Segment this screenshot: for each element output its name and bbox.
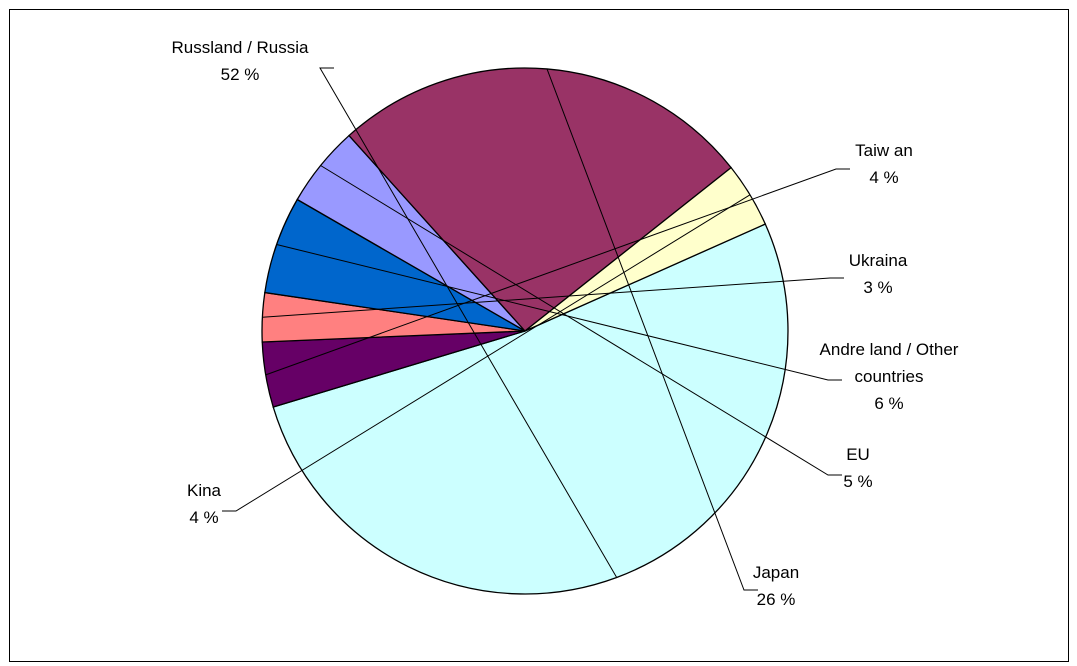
leader-line: [320, 165, 842, 476]
leader-line: [265, 168, 850, 376]
slices-layer: [261, 67, 789, 595]
leader-lines-layer: [222, 67, 850, 591]
slice-category-label: Andre land / Other: [820, 340, 959, 359]
slice-category-label: Ukraina: [849, 251, 908, 270]
slice-category-label: countries: [855, 367, 924, 386]
leader-line: [276, 244, 842, 381]
slice-category-label: Japan: [753, 563, 799, 582]
slice-value-label: 4 %: [869, 168, 898, 187]
slice-value-label: 6 %: [874, 394, 903, 413]
slice-value-label: 3 %: [863, 278, 892, 297]
leader-line: [319, 67, 618, 578]
slice-value-label: 52 %: [221, 65, 260, 84]
leader-line: [546, 68, 758, 591]
slice-value-label: 5 %: [843, 472, 872, 491]
slice-value-label: 4 %: [189, 508, 218, 527]
slice-value-label: 26 %: [757, 590, 796, 609]
slice-category-label: Kina: [187, 481, 222, 500]
leader-line: [262, 277, 844, 318]
slice-category-label: EU: [846, 445, 870, 464]
slice-category-label: Russland / Russia: [171, 38, 309, 57]
slice-category-label: Taiw an: [855, 141, 913, 160]
labels-layer: Russland / Russia 52 % Taiw an 4 % Ukraina 3 …: [171, 38, 958, 609]
leader-line: [222, 194, 751, 512]
